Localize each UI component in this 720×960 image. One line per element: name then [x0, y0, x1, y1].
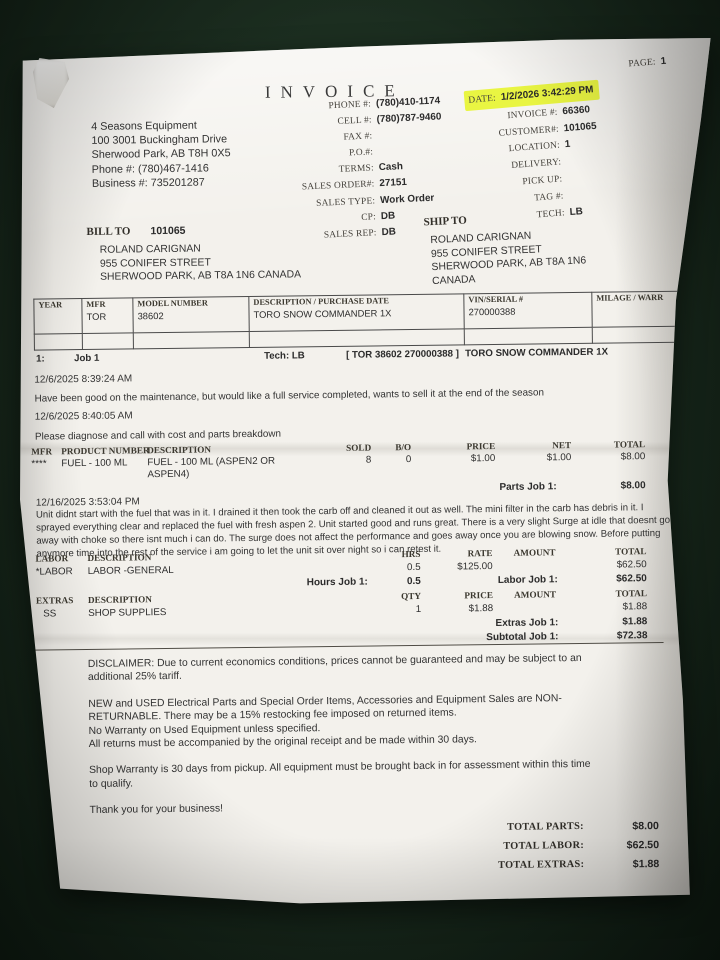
extras-subtotal-value: $1.88	[622, 616, 648, 628]
job-unit-ref: [ TOR 38602 270000388 ]	[345, 348, 460, 361]
unit-model: 38602	[137, 310, 164, 322]
company-address-line: Sherwood Park, AB T8H 0X5	[91, 147, 231, 162]
extras-amount	[495, 602, 556, 603]
disclaimer-block: DISCLAIMER: Due to current economics con…	[88, 652, 592, 831]
parts-subtotal-label: Parts Job 1:	[499, 481, 557, 493]
part-net: $1.00	[546, 452, 572, 464]
extras-qty: 1	[415, 603, 422, 615]
part-description-line2: ASPEN4)	[147, 468, 190, 481]
bill-to-city: SHERWOOD PARK, AB T8A 1N6 CANADA	[100, 269, 302, 283]
job-unit-name: TORO SNOW COMMANDER 1X	[464, 346, 609, 360]
job-tech: Tech: LB	[263, 350, 305, 362]
unit-col-year: YEAR	[38, 300, 63, 310]
bill-to-label: BILL TO	[86, 225, 131, 238]
part-product-number: FUEL - 100 ML	[61, 457, 128, 470]
ship-to-label: SHIP TO	[423, 214, 468, 229]
thank-you-line: Thank you for your business!	[89, 803, 224, 817]
invoice-totals: TOTAL PARTS: $8.00 TOTAL LABOR: $62.50 T…	[24, 820, 685, 885]
job-name: Job 1	[73, 352, 100, 365]
note-text: Have been good on the maintenance, but w…	[34, 387, 545, 405]
job-index: 1:	[36, 353, 45, 365]
hours-job-value: 0.5	[406, 575, 421, 588]
extras-code: SS	[43, 608, 57, 620]
company-address-block: 4 Seasons Equipment 100 3001 Buckingham …	[91, 118, 231, 191]
extras-price: $1.88	[468, 603, 494, 615]
note-timestamp: 12/6/2025 8:39:24 AM	[34, 373, 133, 386]
job-subtotal-label: Subtotal Job 1:	[486, 631, 559, 644]
labor-description: LABOR -GENERAL	[87, 564, 174, 577]
invoice-fields-right: PAGE: 1 DATE: 1/2/2026 3:42:29 PM INVOICE …	[462, 49, 703, 227]
invoice-content: INVOICE 4 Seasons Equipment 100 3001 Buc…	[20, 38, 711, 903]
unit-description: TORO SNOW COMMANDER 1X	[253, 307, 392, 320]
unit-table: YEAR MFR TOR MODEL NUMBER 38602 DESCRIPTIO…	[33, 291, 697, 351]
labor-rate: $125.00	[457, 561, 493, 573]
labor-code: *LABOR	[35, 566, 73, 578]
part-sold: 8	[365, 454, 372, 466]
part-total: $8.00	[620, 451, 646, 463]
bill-to-block: BILL TO 101065 ROLAND CARIGNAN 955 CONIFE…	[86, 219, 301, 284]
labor-subtotal-label: Labor Job 1:	[497, 574, 558, 586]
bill-to-account: 101065	[150, 224, 186, 238]
labor-amount	[495, 560, 556, 561]
invoice-paper: INVOICE 4 Seasons Equipment 100 3001 Buc…	[20, 38, 712, 906]
company-business-number: Business #: 735201287	[91, 176, 205, 190]
labor-total: $62.50	[616, 559, 647, 571]
labor-subtotal-value: $62.50	[616, 573, 647, 585]
warranty-paragraph: Shop Warranty is 30 days from pickup. Al…	[89, 759, 591, 790]
extras-description: SHOP SUPPLIES	[88, 607, 167, 619]
parts-subtotal-value: $8.00	[620, 480, 646, 492]
unit-mfr: TOR	[86, 310, 107, 322]
part-mfr: ****	[31, 458, 47, 470]
extras-total: $1.88	[622, 601, 648, 613]
job-subtotal-value: $72.38	[616, 630, 648, 642]
note-timestamp: 12/6/2025 8:40:05 AM	[34, 410, 133, 423]
disclaimer-paragraph: DISCLAIMER: Due to current economics con…	[87, 652, 582, 684]
unit-col-model: MODEL NUMBER	[137, 298, 208, 309]
unit-col-description: DESCRIPTION / PURCHASE DATE	[253, 296, 389, 307]
labor-hrs: 0.5	[406, 561, 421, 574]
unit-col-milage: MILAGE / WARR	[596, 292, 664, 303]
unit-col-mfr: MFR	[86, 299, 106, 309]
part-price: $1.00	[470, 452, 496, 465]
part-bo: 0	[405, 454, 412, 466]
returns-policy-paragraph: NEW and USED Electrical Parts and Specia…	[88, 693, 562, 751]
unit-vin: 270000388	[468, 305, 516, 318]
unit-col-vin: VIN/SERIAL #	[468, 294, 524, 305]
ship-to-block: SHIP TO ROLAND CARIGNAN 955 CONIFER STRE…	[423, 205, 587, 288]
extras-subtotal-label: Extras Job 1:	[495, 617, 559, 630]
